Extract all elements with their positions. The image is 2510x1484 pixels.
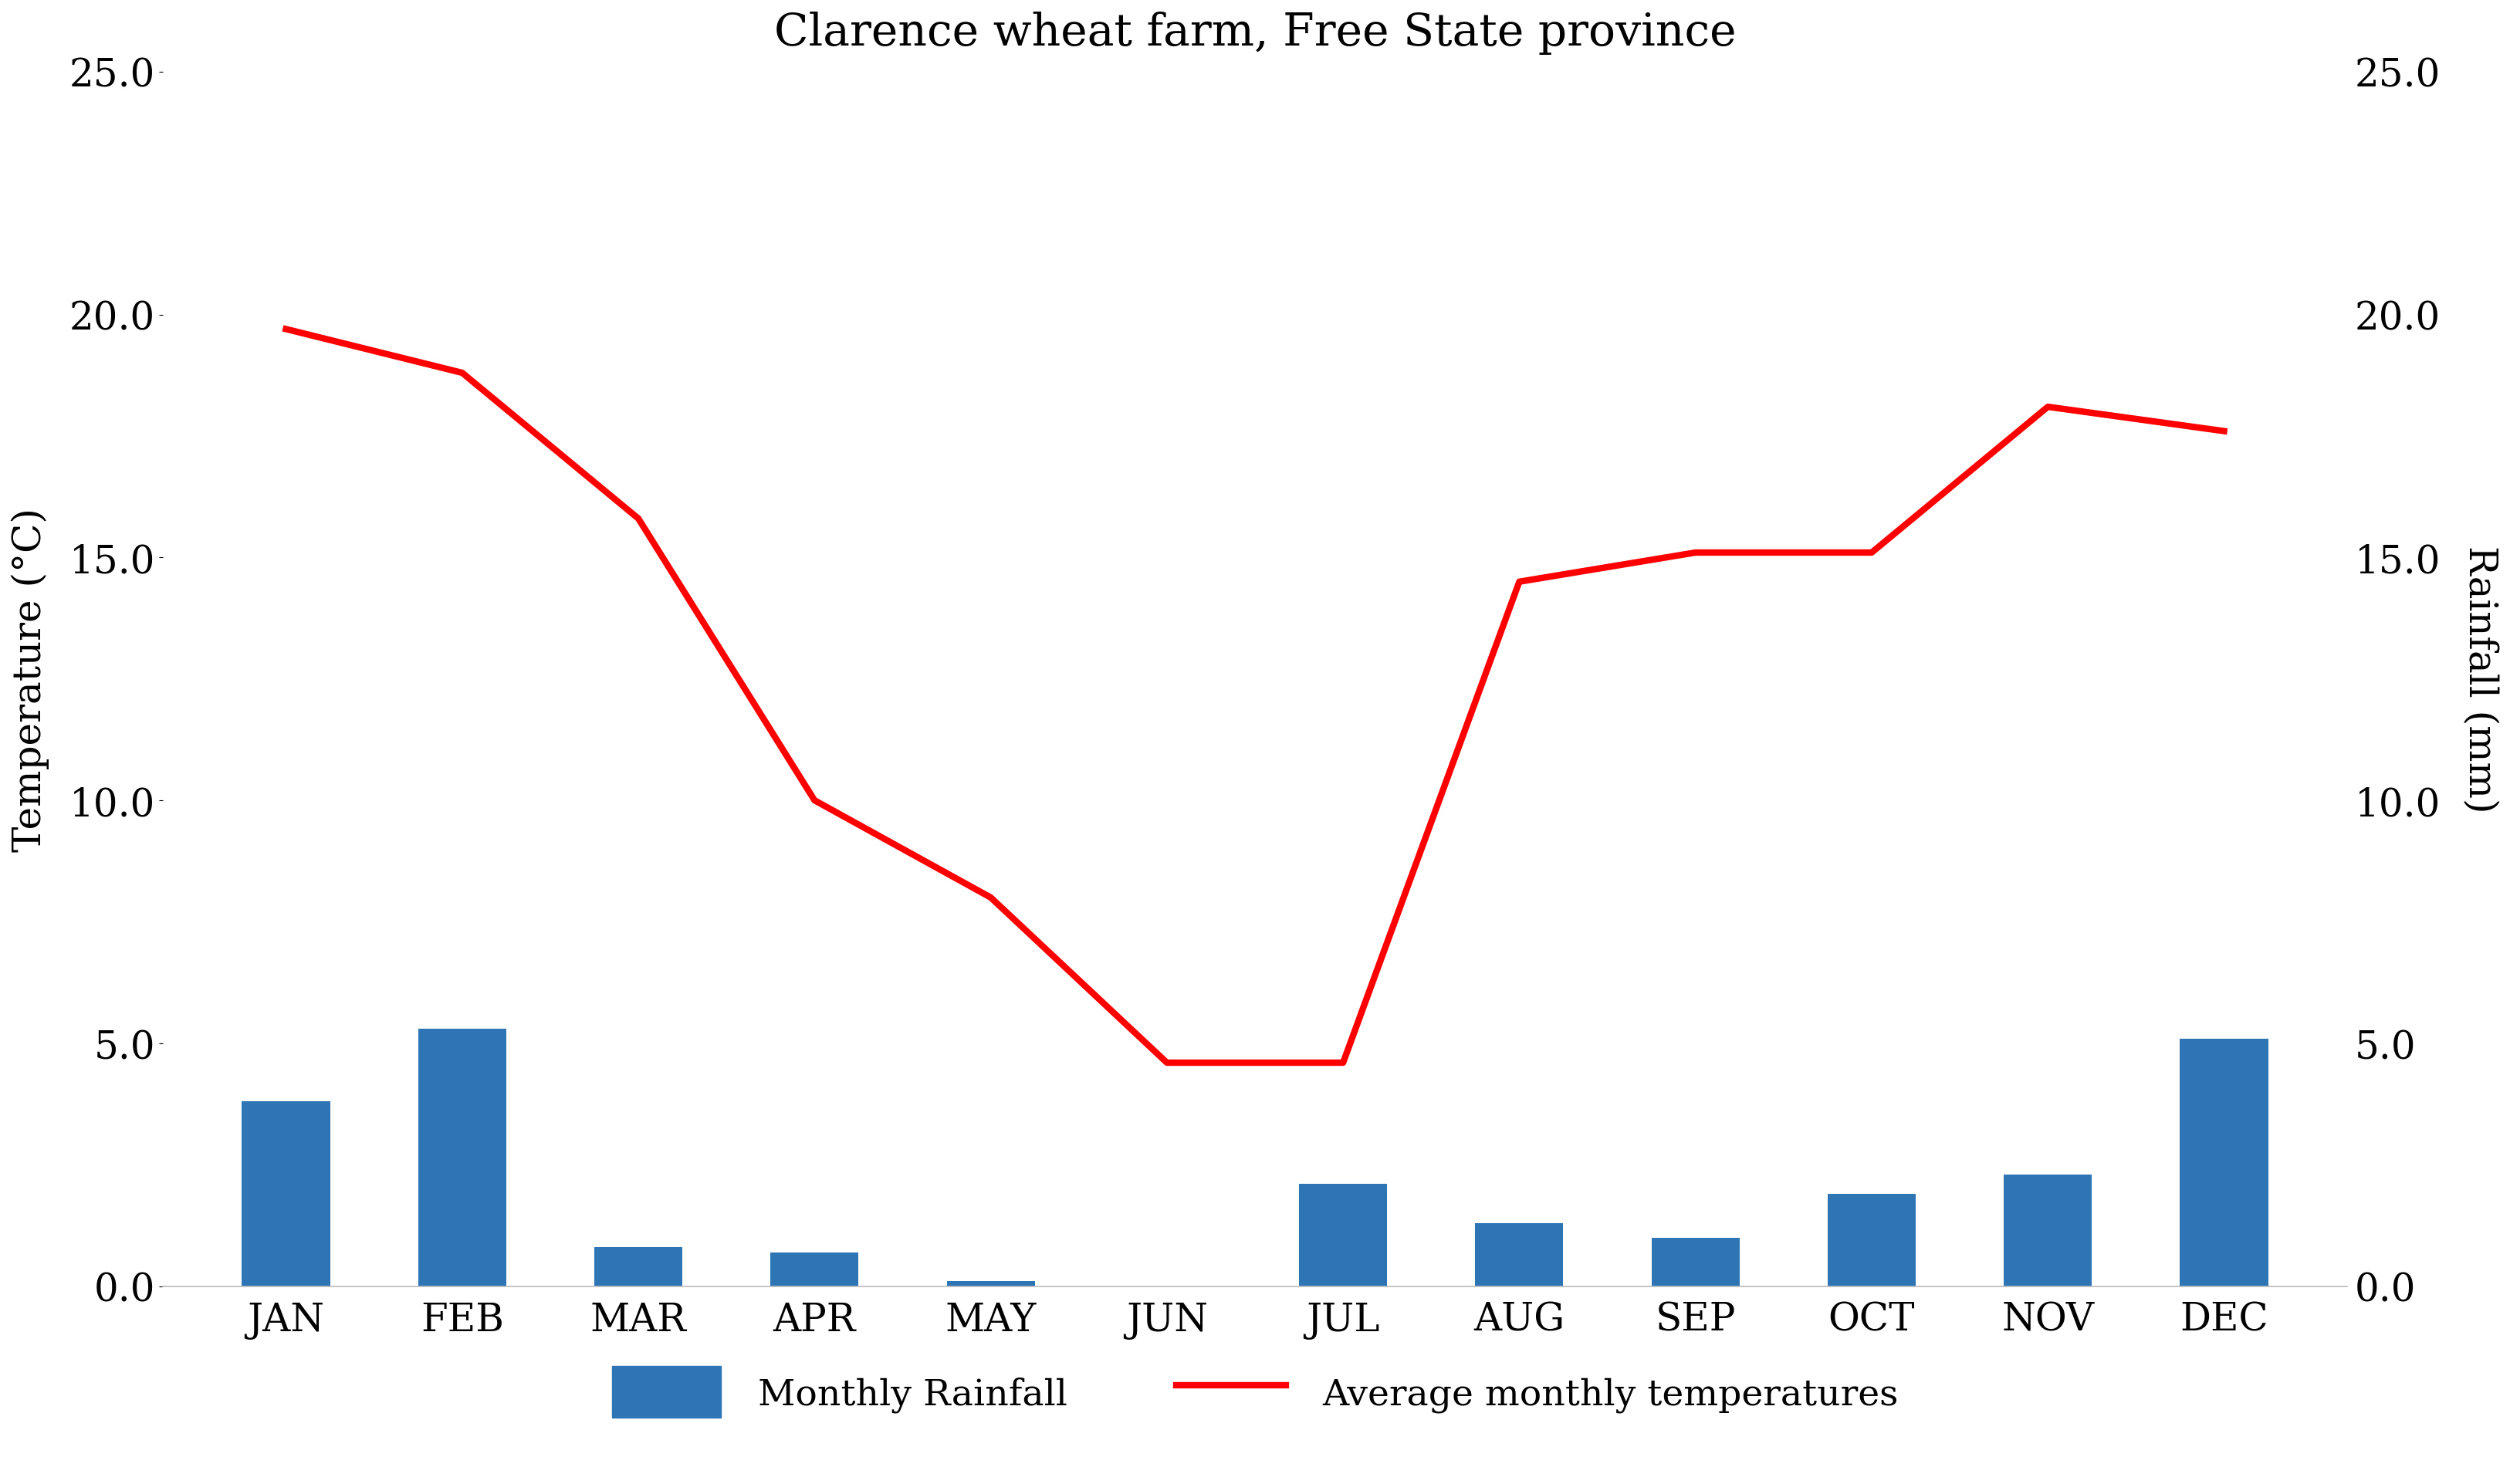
- Title: Clarence wheat farm, Free State province: Clarence wheat farm, Free State province: [773, 12, 1737, 55]
- Bar: [419, 1028, 507, 1287]
- Bar: [1476, 1223, 1564, 1287]
- Bar: [2003, 1174, 2091, 1287]
- Y-axis label: Rainfall (mm): Rainfall (mm): [2460, 546, 2497, 813]
- Bar: [2181, 1039, 2269, 1287]
- Bar: [1300, 1184, 1388, 1287]
- Bar: [1652, 1238, 1739, 1287]
- Y-axis label: Temperature (°C): Temperature (°C): [13, 508, 50, 852]
- Bar: [595, 1248, 683, 1287]
- Bar: [946, 1281, 1034, 1287]
- Legend: Monthly Rainfall, Average monthly temperatures: Monthly Rainfall, Average monthly temper…: [592, 1347, 1918, 1437]
- Bar: [771, 1252, 858, 1287]
- Bar: [1827, 1195, 1915, 1287]
- Bar: [241, 1101, 329, 1287]
